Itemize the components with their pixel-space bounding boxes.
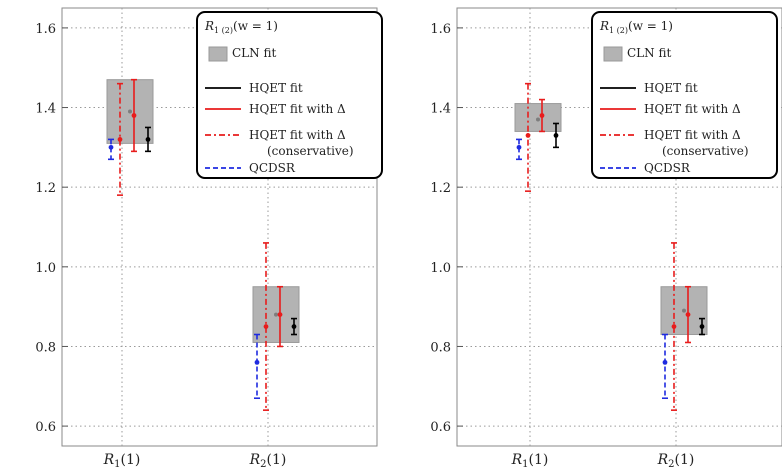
legend-entry: HQET fit with Δ xyxy=(249,102,346,116)
data-point xyxy=(685,312,691,317)
data-point xyxy=(539,113,545,118)
data-point xyxy=(662,359,668,365)
data-point xyxy=(291,324,297,329)
legend-box xyxy=(591,11,778,179)
y-tick-label: 1.0 xyxy=(430,261,451,276)
data-point xyxy=(108,144,114,150)
legend-title: R1 (2)(w = 1) xyxy=(204,19,278,35)
data-point xyxy=(516,144,522,150)
y-tick-label: 1.0 xyxy=(35,261,56,276)
legend-entry: HQET fit xyxy=(249,81,303,95)
x-tick-label: R2(1) xyxy=(657,452,695,470)
y-tick-label: 1.6 xyxy=(35,22,56,37)
x-tick-label: R1(1) xyxy=(103,452,141,470)
data-point xyxy=(263,324,269,329)
legend-swatch-cln xyxy=(603,46,623,62)
legend-entry: CLN fit xyxy=(627,46,671,60)
legend-box xyxy=(196,11,383,179)
legend-entry: HQET fit with Δ xyxy=(644,102,741,116)
legend-entry: HQET fit with Δ xyxy=(644,128,741,142)
data-point xyxy=(277,312,283,317)
y-tick-label: 1.2 xyxy=(35,181,56,196)
legend-entry-note: (conservative) xyxy=(662,144,749,158)
legend-entry: HQET fit xyxy=(644,81,698,95)
legend-entry-note: (conservative) xyxy=(267,144,354,158)
chart-panel-right: 0.6 0.8 1.0 1.2 1.4 1.6 R1(1) R2(1) R1 (2)(w = 1… xyxy=(430,7,782,470)
data-point xyxy=(131,113,137,118)
y-tick-label: 0.8 xyxy=(430,340,451,355)
cln-fit-center xyxy=(274,312,278,317)
data-point xyxy=(671,324,677,329)
y-tick-label: 1.4 xyxy=(430,102,451,117)
x-tick-label: R2(1) xyxy=(249,452,287,470)
data-point xyxy=(553,133,559,138)
legend-entry: QCDSR xyxy=(249,161,296,175)
y-tick-label: 0.6 xyxy=(430,420,451,435)
cln-fit-center xyxy=(682,308,686,313)
y-tick-label: 0.6 xyxy=(35,420,56,435)
data-point xyxy=(254,359,260,365)
legend-swatch-cln xyxy=(208,46,228,62)
legend-entry: HQET fit with Δ xyxy=(249,128,346,142)
data-point xyxy=(699,324,705,329)
data-point xyxy=(145,137,151,142)
data-point xyxy=(117,137,123,142)
cln-fit-center xyxy=(128,109,132,114)
y-tick-label: 1.6 xyxy=(430,22,451,37)
x-tick-label: R1(1) xyxy=(511,452,549,470)
legend-entry: CLN fit xyxy=(232,46,276,60)
legend-title: R1 (2)(w = 1) xyxy=(599,19,673,35)
cln-fit-center xyxy=(536,117,540,122)
y-tick-label: 1.2 xyxy=(430,181,451,196)
chart-panel-left: 0.6 0.8 1.0 1.2 1.4 1.6 R1(1) R2(1) R1 (2)(w = 1… xyxy=(35,7,383,470)
legend-entry: QCDSR xyxy=(644,161,691,175)
data-point xyxy=(525,133,531,138)
y-tick-label: 0.8 xyxy=(35,340,56,355)
y-tick-label: 1.4 xyxy=(35,102,56,117)
